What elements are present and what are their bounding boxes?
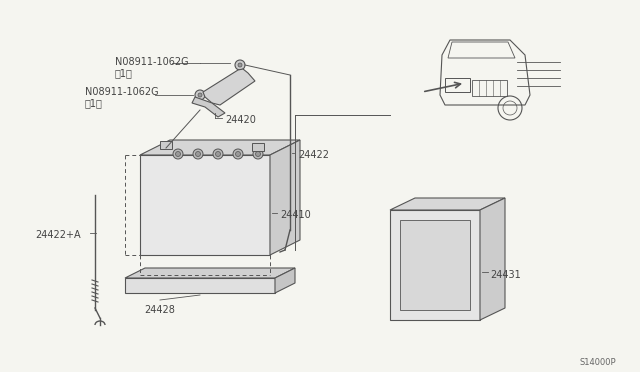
Circle shape [236, 151, 241, 157]
Text: S14000P: S14000P [580, 358, 616, 367]
Circle shape [238, 63, 242, 67]
Polygon shape [480, 198, 505, 320]
Polygon shape [390, 210, 480, 320]
Polygon shape [140, 155, 270, 255]
Circle shape [175, 151, 180, 157]
Text: 24420: 24420 [225, 115, 256, 125]
Circle shape [173, 149, 183, 159]
Bar [160, 141, 172, 149]
Bar [472, 80, 507, 96]
Text: 24428: 24428 [145, 305, 175, 315]
Polygon shape [270, 140, 300, 255]
Circle shape [195, 90, 205, 100]
Circle shape [195, 151, 200, 157]
Text: 24422+A: 24422+A [35, 230, 81, 240]
Polygon shape [125, 268, 295, 278]
Circle shape [198, 93, 202, 97]
Text: 24422: 24422 [298, 150, 329, 160]
Circle shape [235, 60, 245, 70]
Circle shape [255, 151, 260, 157]
Circle shape [216, 151, 221, 157]
Circle shape [193, 149, 203, 159]
Polygon shape [203, 69, 255, 105]
Polygon shape [192, 97, 225, 117]
Polygon shape [125, 278, 275, 293]
Polygon shape [140, 140, 300, 155]
Circle shape [253, 149, 263, 159]
Polygon shape [275, 268, 295, 293]
Text: 24410: 24410 [280, 210, 311, 220]
Text: 24431: 24431 [490, 270, 521, 280]
Text: N08911-1062G
（1）: N08911-1062G （1） [115, 57, 189, 78]
Bar [400, 220, 470, 310]
Circle shape [233, 149, 243, 159]
Bar [445, 78, 470, 92]
Bar [252, 143, 264, 151]
Text: N08911-1062G
（1）: N08911-1062G （1） [85, 87, 159, 109]
Circle shape [213, 149, 223, 159]
Polygon shape [390, 198, 505, 210]
